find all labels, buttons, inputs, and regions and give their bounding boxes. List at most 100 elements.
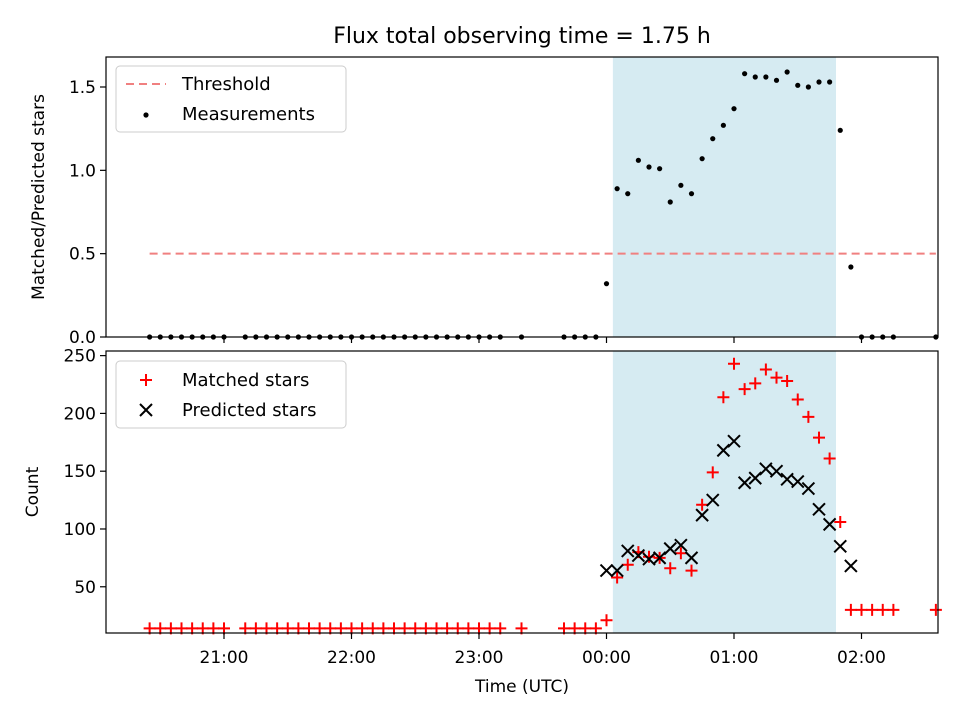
measurement-point bbox=[752, 74, 758, 80]
matched-point bbox=[643, 550, 655, 563]
matched-point bbox=[738, 383, 751, 396]
measurement-point bbox=[678, 182, 684, 188]
matched-point bbox=[207, 622, 220, 635]
predicted-point bbox=[631, 548, 646, 563]
matched-point bbox=[292, 622, 305, 635]
measurement-point bbox=[699, 156, 705, 162]
predicted-point bbox=[844, 559, 858, 573]
matched-point bbox=[409, 622, 422, 635]
predicted-point bbox=[780, 472, 794, 486]
predicted-point bbox=[812, 502, 826, 517]
bottom-y-label: Count bbox=[23, 466, 43, 517]
matched-point bbox=[706, 466, 719, 479]
measurement-point bbox=[763, 74, 769, 80]
measurement-point bbox=[731, 106, 737, 112]
matched-point bbox=[791, 393, 804, 406]
matched-point bbox=[589, 622, 602, 635]
measurement-point bbox=[710, 136, 716, 142]
predicted-point bbox=[737, 476, 752, 490]
measurement-point bbox=[625, 191, 631, 197]
y-tick-label: 200 bbox=[64, 404, 96, 424]
matched-point bbox=[579, 622, 592, 635]
matched-point bbox=[271, 622, 284, 635]
predicted-point bbox=[621, 544, 635, 558]
bottom-span bbox=[612, 351, 836, 633]
predicted-point bbox=[642, 552, 656, 566]
predicted-series bbox=[599, 434, 858, 578]
matched-point bbox=[664, 562, 677, 575]
matched-series bbox=[143, 357, 942, 635]
y-tick-label: 1.0 bbox=[69, 161, 96, 181]
matched-point bbox=[175, 622, 188, 635]
predicted-point bbox=[599, 563, 614, 578]
matched-point bbox=[759, 363, 772, 376]
matched-point bbox=[866, 603, 879, 616]
measurement-point bbox=[848, 264, 854, 270]
matched-point bbox=[143, 622, 156, 635]
matched-point bbox=[674, 547, 687, 560]
measurement-point bbox=[795, 82, 801, 88]
y-tick-label: 100 bbox=[64, 520, 96, 540]
x-tick-label: 23:00 bbox=[455, 648, 504, 668]
measurement-point bbox=[784, 69, 790, 75]
predicted-point bbox=[706, 493, 720, 507]
matched-point bbox=[568, 622, 581, 635]
matched-point bbox=[600, 614, 613, 627]
matched-point bbox=[611, 571, 624, 584]
y-tick-label: 50 bbox=[74, 578, 96, 598]
matched-point bbox=[303, 622, 315, 635]
measurement-point bbox=[805, 84, 811, 90]
matched-point bbox=[441, 622, 454, 635]
measurement-point bbox=[720, 122, 726, 128]
matched-point bbox=[356, 622, 369, 635]
matched-point bbox=[813, 431, 825, 444]
top-x-ticks bbox=[223, 337, 863, 343]
matched-point bbox=[451, 622, 464, 635]
matched-point bbox=[844, 603, 857, 616]
matched-point bbox=[717, 391, 730, 404]
top-y-label: Matched/Predicted stars bbox=[29, 94, 49, 300]
predicted-point bbox=[663, 541, 677, 556]
top-axes-frame bbox=[105, 56, 939, 338]
legend-measurements-label: Measurements bbox=[182, 104, 315, 125]
x-tick-label: 01:00 bbox=[710, 648, 759, 668]
matched-point bbox=[419, 622, 432, 635]
measurement-point bbox=[816, 79, 822, 85]
top-legend: Threshold Measurements bbox=[115, 65, 347, 133]
matched-point bbox=[494, 622, 507, 635]
measurement-point bbox=[603, 281, 610, 287]
predicted-point bbox=[759, 462, 773, 476]
legend-predicted-label: Predicted stars bbox=[182, 400, 316, 421]
matched-point bbox=[685, 564, 698, 577]
matched-point bbox=[483, 622, 496, 635]
matched-point bbox=[696, 498, 709, 511]
legend-matched-swatch bbox=[140, 374, 152, 386]
x-tick-label: 21:00 bbox=[200, 648, 249, 668]
x-tick-label: 00:00 bbox=[582, 648, 631, 668]
matched-point bbox=[462, 622, 475, 635]
matched-point bbox=[239, 622, 252, 635]
matched-point bbox=[313, 622, 326, 635]
matched-point bbox=[558, 622, 570, 635]
matched-point bbox=[770, 371, 783, 384]
matched-point bbox=[515, 622, 528, 635]
measurement-point bbox=[667, 199, 673, 205]
measurement-point bbox=[635, 157, 641, 163]
matched-point bbox=[802, 410, 815, 423]
matched-point bbox=[728, 357, 740, 370]
matched-point bbox=[388, 622, 400, 635]
matched-point bbox=[398, 622, 411, 635]
legend-matched-label: Matched stars bbox=[182, 370, 309, 391]
matched-point bbox=[186, 622, 199, 635]
matched-point bbox=[260, 622, 273, 635]
matched-point bbox=[781, 375, 794, 388]
y-tick-label: 1.5 bbox=[69, 78, 96, 98]
matched-point bbox=[334, 622, 347, 635]
bottom-x-axis: 21:00 22:00 23:00 00:00 01:00 02:00 bbox=[200, 633, 886, 668]
matched-point bbox=[164, 622, 177, 635]
matched-point bbox=[834, 516, 847, 529]
x-tick-label: 02:00 bbox=[837, 648, 886, 668]
matched-point bbox=[855, 603, 868, 616]
predicted-point bbox=[822, 517, 837, 532]
